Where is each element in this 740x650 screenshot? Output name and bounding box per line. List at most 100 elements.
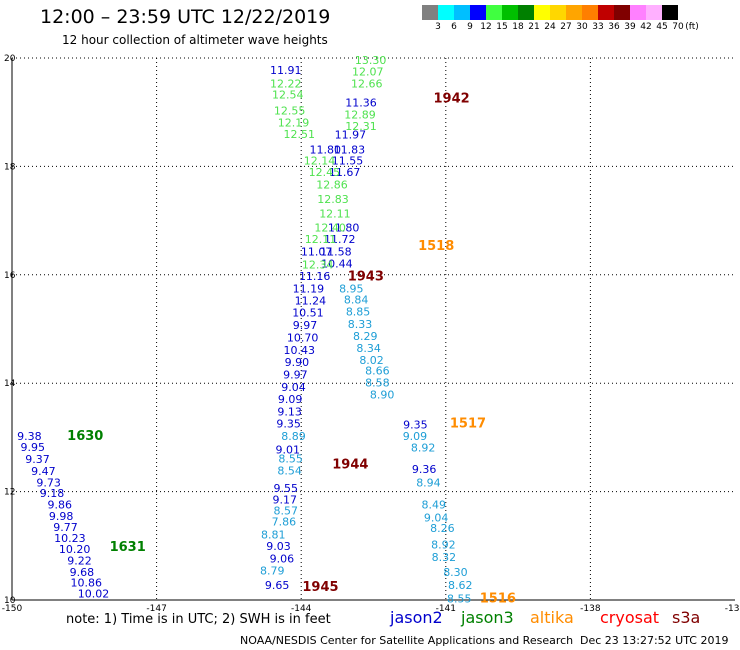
wave-height-value: 10.70	[287, 332, 319, 345]
wave-height-value: 11.58	[320, 245, 352, 258]
color-swatch	[614, 5, 630, 20]
color-scale-tick-label: 39	[624, 22, 636, 32]
wave-height-value: 12.22	[270, 77, 302, 90]
wave-height-value: 11.72	[324, 233, 356, 246]
wave-height-value: 12.14	[304, 154, 336, 167]
color-scale-tick-label: 24	[544, 22, 556, 32]
legend-item-jason3: jason3	[461, 608, 514, 627]
color-swatch	[454, 5, 470, 20]
wave-height-value: 9.03	[266, 540, 291, 553]
wave-height-value: 12.89	[344, 108, 376, 121]
wave-height-value: 12.54	[272, 88, 304, 101]
pass-number-label: 1518	[418, 239, 454, 254]
wave-height-value: 7.86	[272, 515, 297, 528]
wave-height-value: 8.95	[339, 282, 364, 295]
color-swatch	[662, 5, 678, 20]
color-scale-tick-label: 21	[528, 22, 540, 32]
y-tick-label: 18	[4, 162, 16, 172]
wave-height-value: 12.07	[352, 66, 384, 79]
page-title: 12:00 – 23:59 UTC 12/22/2019	[40, 6, 331, 28]
color-scale-tick-label: 3	[435, 22, 441, 32]
wave-height-value: 8.55	[278, 453, 303, 466]
color-scale-tick-label: 27	[560, 22, 572, 32]
wave-height-value: 9.17	[273, 494, 298, 507]
wave-height-value: 9.06	[270, 552, 295, 565]
wave-height-value: 8.92	[431, 539, 456, 552]
wave-height-value: 9.09	[278, 393, 303, 406]
y-tick-label: 14	[4, 379, 16, 389]
color-swatch	[470, 5, 486, 20]
wave-height-value: 11.16	[299, 270, 331, 283]
color-swatch	[566, 5, 582, 20]
color-scale-tick-label: 45	[656, 22, 668, 32]
footer-timestamp: Dec 23 13:27:52 UTC 2019	[580, 634, 729, 647]
wave-height-value: 11.07	[301, 245, 333, 258]
color-scale-tick-label: 42	[640, 22, 652, 32]
wave-height-value: 9.77	[53, 521, 78, 534]
color-swatch	[534, 5, 550, 20]
y-tick-label: 10	[4, 596, 16, 606]
x-tick-label: -150	[2, 604, 23, 614]
legend-item-cryosat: cryosat	[600, 608, 660, 627]
wave-height-value: 11.19	[293, 282, 325, 295]
wave-height-value: 8.55	[447, 592, 472, 605]
wave-height-value: 8.02	[359, 354, 384, 367]
wave-height-value: 9.73	[36, 476, 61, 489]
color-scale-tick-label: 9	[467, 22, 473, 32]
wave-height-value: 8.49	[422, 499, 447, 512]
color-scale-tick-label: 30	[576, 22, 588, 32]
wave-height-value: 12.45	[309, 166, 341, 179]
pass-number-label: 1942	[433, 92, 469, 107]
wave-height-value: 9.68	[70, 566, 95, 579]
color-scale-unit: (ft)	[685, 22, 699, 32]
wave-height-value: 8.84	[344, 294, 369, 307]
footer-credit: NOAA/NESDIS Center for Satellite Applica…	[240, 634, 574, 647]
wave-height-value: 9.55	[274, 482, 299, 495]
wave-height-value: 10.23	[54, 532, 86, 545]
wave-height-value: 12.19	[278, 116, 310, 129]
wave-height-value: 11.80	[310, 144, 342, 157]
pass-number-label: 1630	[67, 429, 103, 444]
wave-height-value: 12.66	[351, 77, 383, 90]
wave-height-value: 10.51	[292, 307, 324, 320]
wave-height-value: 11.97	[335, 128, 367, 141]
wave-height-value: 9.95	[20, 441, 45, 454]
x-tick-label: -144	[291, 604, 312, 614]
wave-height-value: 9.90	[285, 356, 310, 369]
wave-height-value: 11.91	[270, 64, 302, 77]
color-swatch	[518, 5, 534, 20]
wave-height-value: 12.34	[302, 259, 334, 272]
wave-height-value: 9.35	[403, 418, 428, 431]
footnote: note: 1) Time is in UTC; 2) SWH is in fe…	[66, 612, 331, 627]
wave-height-value: 8.62	[448, 579, 473, 592]
color-scale-tick-label: 18	[512, 22, 524, 32]
wave-height-value: 11.55	[332, 154, 364, 167]
color-scale-tick-label: 6	[451, 22, 457, 32]
wave-height-value: 9.98	[49, 510, 74, 523]
pass-number-label: 1631	[110, 540, 146, 555]
pass-number-label: 1517	[450, 416, 486, 431]
wave-height-value: 8.66	[365, 365, 390, 378]
color-scale-tick-label: 15	[496, 22, 508, 32]
color-scale-tick-label: 33	[592, 22, 604, 32]
wave-height-value: 11.24	[295, 294, 327, 307]
wave-height-value: 8.32	[432, 551, 457, 564]
wave-height-value: 8.57	[274, 505, 299, 518]
legend-item-altika: altika	[530, 608, 574, 627]
wave-height-value: 9.97	[283, 369, 308, 382]
wave-height-value: 12.31	[345, 120, 377, 133]
wave-height-value: 12.11	[319, 208, 351, 221]
pass-number-label: 1516	[480, 591, 516, 606]
wave-height-value: 9.04	[424, 512, 449, 525]
wave-height-value: 9.86	[47, 499, 72, 512]
color-swatch	[486, 5, 502, 20]
pass-number-label: 1944	[332, 458, 368, 473]
wave-height-value: 9.47	[31, 465, 56, 478]
wave-height-value: 10.44	[321, 257, 353, 270]
y-tick-label: 20	[4, 54, 16, 64]
wave-height-value: 12.11	[305, 233, 337, 246]
wave-height-value: 12.51	[284, 128, 316, 141]
wave-height-value: 8.79	[260, 565, 285, 578]
legend-item-s3a: s3a	[672, 608, 701, 627]
